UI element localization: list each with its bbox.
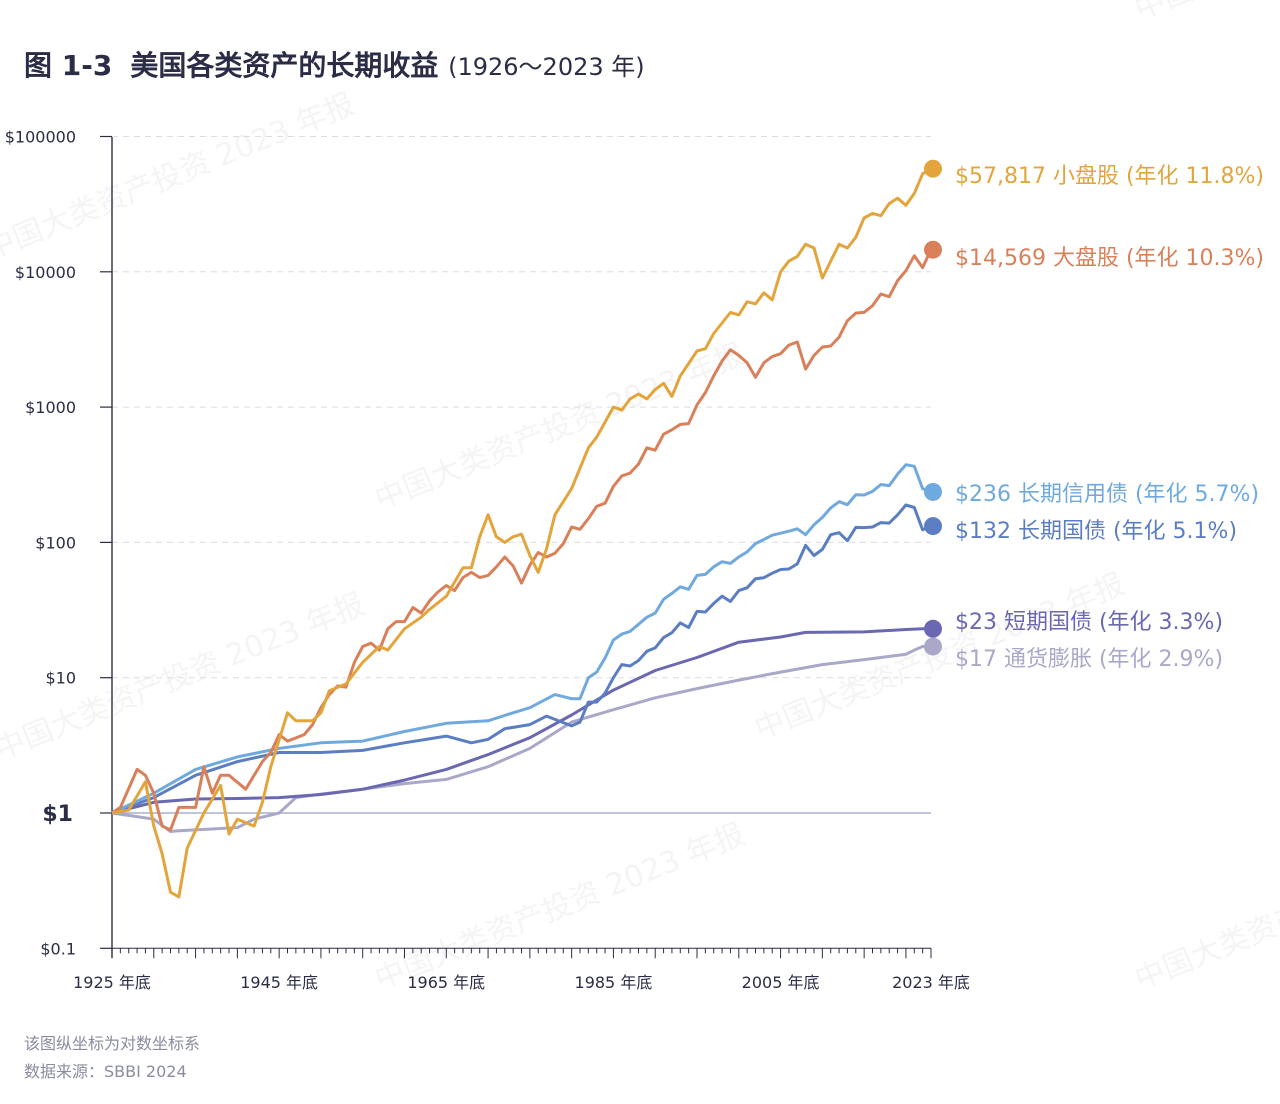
series-line-长期国债 <box>111 503 932 815</box>
series-end-label: $17 通货膨胀 (年化 2.9%) <box>955 647 1223 672</box>
x-tick-label: 1925 年底 <box>73 973 151 992</box>
x-tick-label: 2005 年底 <box>742 973 820 992</box>
y-tick-label: $100 <box>35 533 76 552</box>
series-end-marker <box>924 240 942 259</box>
y-tick-label: $100000 <box>5 128 76 147</box>
watermark: 中国大类资产投资 2023 年报 <box>370 817 750 998</box>
series-end-label: $132 长期国债 (年化 5.1%) <box>955 519 1237 544</box>
y-tick-label: $1 <box>42 802 73 827</box>
series-line-通货膨胀 <box>111 645 931 833</box>
y-tick-label: $10000 <box>15 263 76 282</box>
series-line-长期信用债 <box>111 463 932 815</box>
series-end-marker <box>924 517 942 536</box>
footer-source: 数据来源：SBBI 2024 <box>24 1062 187 1081</box>
series-end-marker <box>924 159 942 178</box>
footer-note: 该图纵坐标为对数坐标系 <box>24 1034 201 1053</box>
watermark: 中国大类资产投资 2023 年报 <box>1130 0 1280 27</box>
title-text: 美国各类资产的长期收益 <box>130 49 439 82</box>
series-end-label: $23 短期国债 (年化 3.3%) <box>955 610 1223 635</box>
watermark: 中国大类资产投资 2023 年报 <box>370 337 750 518</box>
series-end-label: $14,569 大盘股 (年化 10.3%) <box>955 246 1264 271</box>
x-tick-label: 1985 年底 <box>575 973 653 992</box>
title-range: (1926～2023 年) <box>448 53 645 81</box>
chart-title: 图 1-3 美国各类资产的长期收益 (1926～2023 年) <box>24 44 645 84</box>
series-end-marker <box>924 619 942 638</box>
series-end-marker <box>924 637 942 656</box>
y-tick-label: $10 <box>45 669 76 688</box>
figure-number: 图 1-3 <box>24 49 113 82</box>
series-end-marker <box>924 482 942 501</box>
series-end-label: $57,817 小盘股 (年化 11.8%) <box>955 164 1264 189</box>
x-tick-label: 2023 年底 <box>892 973 970 992</box>
series-end-label: $236 长期信用债 (年化 5.7%) <box>955 482 1259 507</box>
watermark: 中国大类资产投资 2023 年报 <box>0 87 360 268</box>
x-tick-label: 1965 年底 <box>407 973 485 992</box>
watermark: 中国大类资产投资 2023 年报 <box>1130 817 1280 998</box>
y-tick-label: $0.1 <box>40 939 76 958</box>
series-line-短期国债 <box>111 627 931 815</box>
x-tick-label: 1945 年底 <box>240 973 318 992</box>
series-line-大盘股 <box>111 249 933 832</box>
series-line-小盘股 <box>111 167 932 899</box>
y-tick-label: $1000 <box>25 398 76 417</box>
